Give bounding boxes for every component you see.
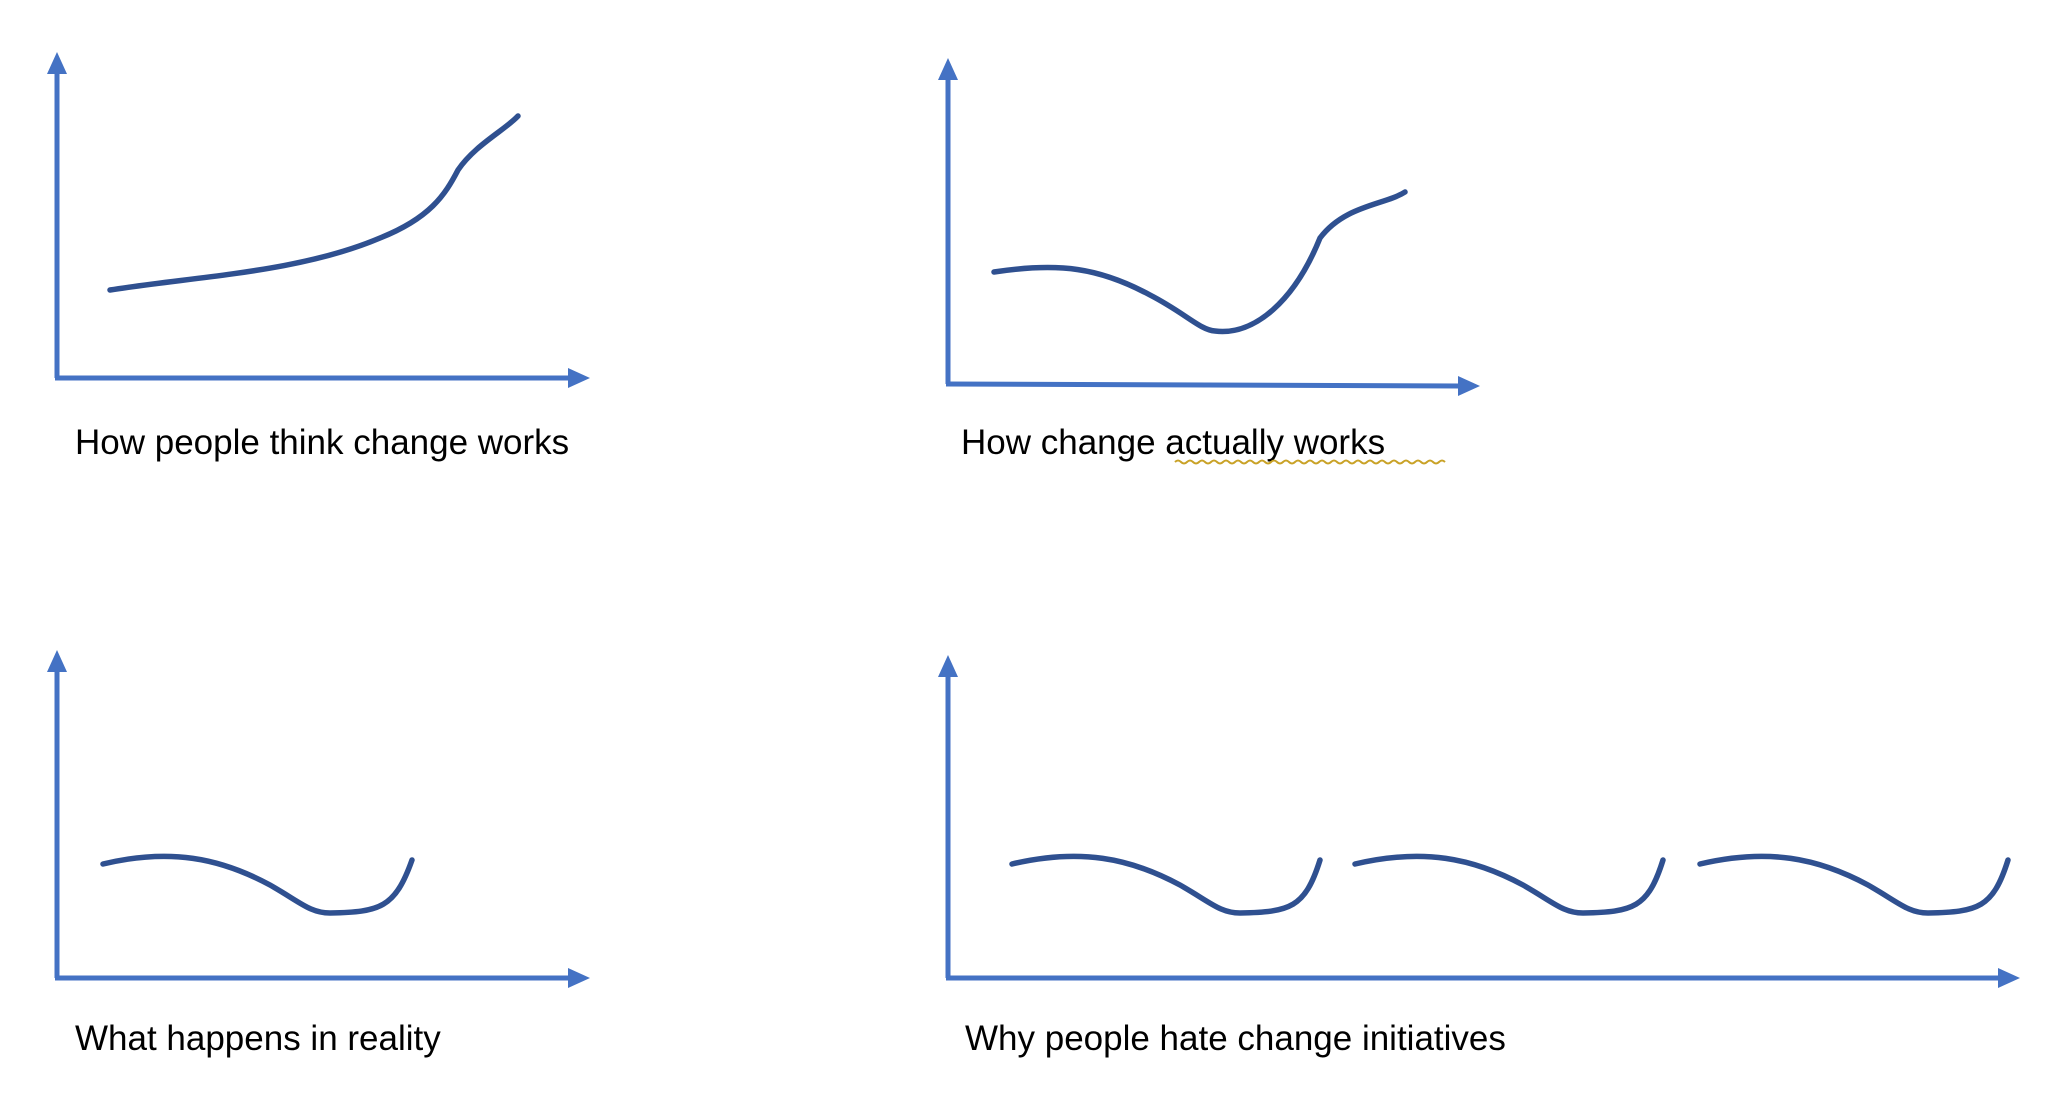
panel-think-x-arrowhead [568,368,590,388]
panel-reality-curve [100,853,415,916]
panel-reality-x-arrowhead [568,968,590,988]
panel-actual-x-arrowhead [1458,376,1480,396]
panel-think-y-arrowhead [47,52,67,74]
panel-think-axes [47,52,590,388]
panel-reality-axes [47,650,590,988]
panel-hate-curve-2 [1352,853,1666,916]
panel-actual-axes [938,58,1480,396]
panel-hate-x-arrowhead [1998,968,2020,988]
panel-hate-curve-1 [1009,853,1323,916]
panel-think: How people think change works [47,52,590,462]
panel-reality-y-arrowhead [47,650,67,672]
panel-actual-curve [991,189,1408,335]
panel-actual-spellcheck-underline [1174,459,1446,465]
panel-hate-axes [938,655,2020,988]
panel-reality-caption: What happens in reality [75,1019,441,1058]
panel-think-curve [107,113,521,293]
panel-hate-caption: Why people hate change initiatives [965,1019,1506,1058]
panel-hate: Why people hate change initiatives [938,655,2020,1058]
panel-reality: What happens in reality [47,650,590,1058]
panel-actual-y-arrowhead [938,58,958,80]
panel-actual-x-axis [945,381,1461,389]
panel-actual-caption: How change actually works [961,423,1385,462]
panel-hate-curve-3 [1697,853,2011,916]
panel-hate-y-arrowhead [938,655,958,677]
panel-actual: How change actually works [938,58,1480,465]
panel-think-caption: How people think change works [75,423,569,462]
